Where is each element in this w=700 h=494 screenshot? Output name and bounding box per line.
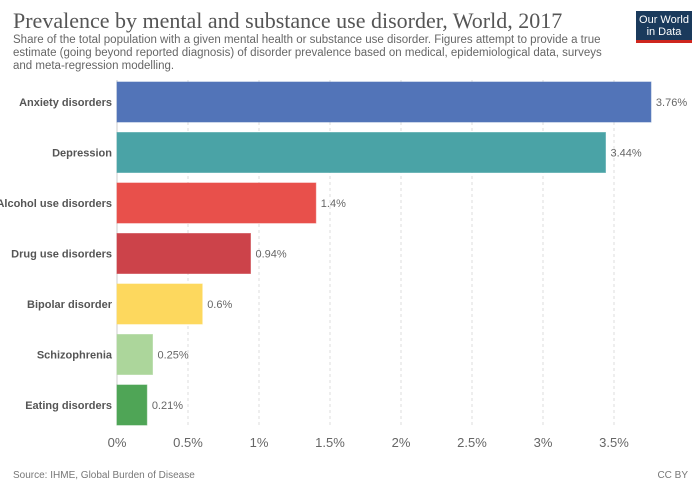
category-label: Schizophrenia	[37, 350, 113, 362]
logo-line-2: in Data	[646, 26, 682, 38]
bar	[116, 81, 652, 123]
license-note[interactable]: CC BY	[657, 470, 688, 481]
x-tick-label: 0.5%	[173, 435, 203, 450]
category-label: Drug use disorders	[11, 249, 112, 261]
x-tick-label: 2.5%	[457, 435, 487, 450]
bar	[116, 334, 153, 375]
value-label: 0.21%	[152, 400, 183, 412]
x-tick-label: 1%	[250, 435, 269, 450]
chart-title: Prevalence by mental and substance use d…	[13, 8, 563, 33]
chart-subtitle: Share of the total population with a giv…	[13, 34, 602, 72]
owid-logo[interactable]: Our World in Data	[636, 11, 692, 43]
bar	[116, 384, 148, 426]
value-label: 3.44%	[610, 148, 641, 160]
bar	[116, 283, 203, 325]
x-tick-label: 2%	[392, 435, 411, 450]
bar	[116, 132, 606, 173]
category-label: Anxiety disorders	[19, 97, 112, 109]
category-label: Depression	[52, 148, 112, 160]
bar	[116, 182, 317, 224]
x-tick-label: 3%	[534, 435, 553, 450]
x-tick-label: 3.5%	[599, 435, 629, 450]
value-label: 0.25%	[158, 350, 189, 362]
x-tick-label: 1.5%	[315, 435, 345, 450]
logo-line-1: Our World	[639, 14, 689, 26]
value-label: 0.94%	[255, 249, 286, 261]
category-label: Alcohol use disorders	[0, 198, 112, 210]
value-label: 0.6%	[207, 299, 232, 311]
category-label: Eating disorders	[25, 400, 112, 412]
x-tick-label: 0%	[108, 435, 127, 450]
bar	[116, 233, 251, 274]
category-label: Bipolar disorder	[27, 299, 113, 311]
value-label: 1.4%	[321, 198, 346, 210]
value-label: 3.76%	[656, 97, 687, 109]
source-note[interactable]: Source: IHME, Global Burden of Disease	[13, 470, 195, 481]
